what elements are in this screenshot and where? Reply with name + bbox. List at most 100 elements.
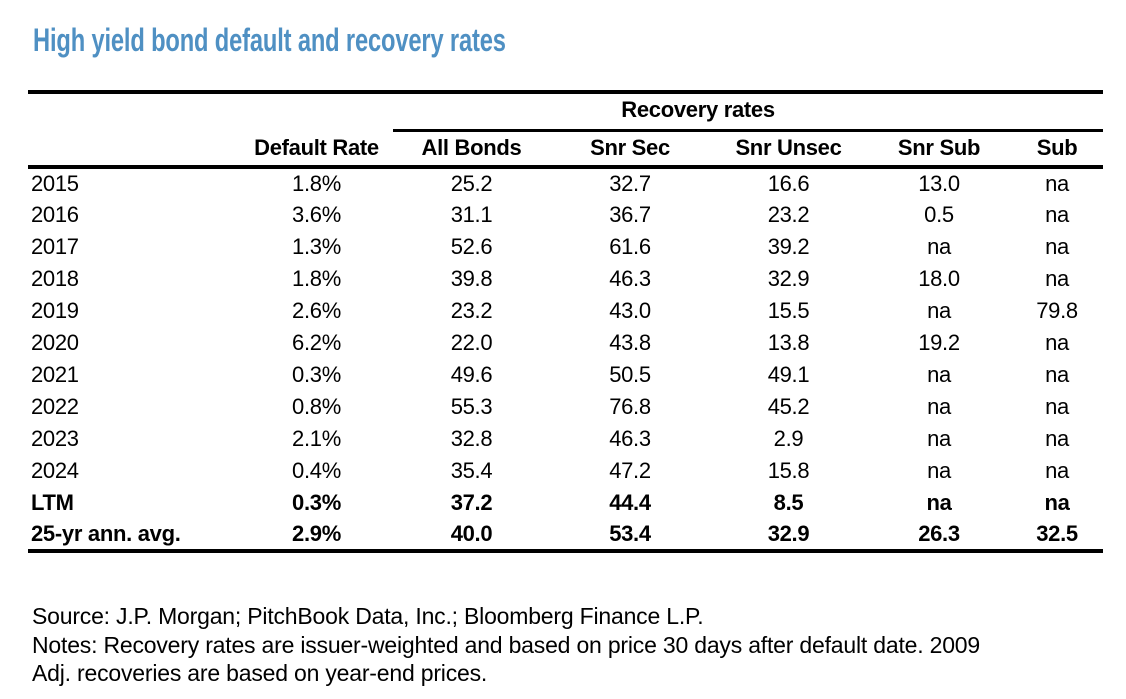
recovery-rates-group-header: Recovery rates [393, 92, 1104, 132]
value-cell: 35.4 [450, 458, 493, 483]
table-row: 2024 0.4% 35.4 47.2 15.8 na na [28, 455, 1103, 487]
value-cell: 2.9% [292, 521, 341, 546]
table-row: 25-yr ann. avg. 2.9% 40.0 53.4 32.9 26.3 32.5 [28, 519, 1103, 551]
value-cell: na [1045, 266, 1069, 291]
value-cell: 52.6 [450, 234, 493, 259]
value-cell: 36.7 [609, 202, 651, 227]
value-cell: 46.3 [609, 426, 651, 451]
value-cell: na [1045, 426, 1069, 451]
value-cell: 37.2 [450, 490, 493, 515]
table-row: 2021 0.3% 49.6 50.5 49.1 na na [28, 359, 1103, 391]
value-cell: 2.9 [773, 426, 804, 451]
value-cell: na [927, 394, 951, 419]
value-cell: 16.6 [767, 171, 810, 196]
value-cell: 26.3 [918, 521, 960, 546]
value-cell: 6.2% [292, 330, 341, 355]
value-cell: 3.6% [292, 202, 341, 227]
value-cell: 32.8 [450, 426, 493, 451]
table-row: 2018 1.8% 39.8 46.3 32.9 18.0 na [28, 263, 1103, 295]
value-cell: 31.1 [450, 202, 493, 227]
row-label: 2017 [31, 234, 79, 259]
value-cell: 44.4 [609, 490, 651, 515]
value-cell: 13.8 [767, 330, 810, 355]
table-row: 2015 1.8% 25.2 32.7 16.6 13.0 na [28, 167, 1103, 199]
value-cell: 79.8 [1036, 298, 1078, 323]
value-cell: 49.1 [767, 362, 810, 387]
row-label: LTM [31, 490, 74, 515]
value-cell: na [1045, 458, 1069, 483]
value-cell: 76.8 [609, 394, 651, 419]
value-cell: 47.2 [609, 458, 651, 483]
value-cell: na [1045, 171, 1069, 196]
value-cell: 0.3% [292, 362, 341, 387]
value-cell: 32.9 [767, 266, 810, 291]
value-cell: na [927, 458, 951, 483]
col-header-sub: Sub [1011, 130, 1104, 169]
footer-notes: Source: J.P. Morgan; PitchBook Data, Inc… [32, 602, 980, 688]
value-cell: 25.2 [450, 171, 493, 196]
table-row: 2023 2.1% 32.8 46.3 2.9 na na [28, 423, 1103, 455]
table-row: 2022 0.8% 55.3 76.8 45.2 na na [28, 391, 1103, 423]
value-cell: 32.7 [609, 171, 651, 196]
page-title: High yield bond default and recovery rat… [33, 22, 506, 58]
value-cell: 23.2 [450, 298, 493, 323]
row-label: 2019 [31, 298, 79, 323]
value-cell: na [1045, 362, 1069, 387]
row-label: 2015 [31, 171, 79, 196]
value-cell: 43.8 [609, 330, 651, 355]
value-cell: 55.3 [450, 394, 493, 419]
value-cell: 1.3% [292, 234, 341, 259]
col-header-default-rate: Default Rate [240, 130, 393, 169]
value-cell: na [1045, 202, 1069, 227]
value-cell: 53.4 [609, 521, 651, 546]
table-row: LTM 0.3% 37.2 44.4 8.5 na na [28, 487, 1103, 519]
row-label: 2023 [31, 426, 79, 451]
value-cell: 43.0 [609, 298, 651, 323]
value-cell: 45.2 [767, 394, 810, 419]
value-cell: na [1044, 490, 1070, 515]
value-cell: 22.0 [450, 330, 493, 355]
value-cell: 0.4% [292, 458, 341, 483]
row-label: 2018 [31, 266, 79, 291]
col-header-snr-sec: Snr Sec [550, 130, 710, 169]
row-label: 2021 [31, 362, 79, 387]
value-cell: 46.3 [609, 266, 651, 291]
value-cell: na [927, 298, 951, 323]
notes-line-1: Notes: Recovery rates are issuer-weighte… [32, 631, 980, 658]
col-header-snr-unsec: Snr Unsec [710, 130, 867, 169]
table-row: 2020 6.2% 22.0 43.8 13.8 19.2 na [28, 327, 1103, 359]
value-cell: 39.2 [767, 234, 810, 259]
row-label: 2020 [31, 330, 79, 355]
table-row: 2019 2.6% 23.2 43.0 15.5 na 79.8 [28, 295, 1103, 327]
value-cell: 1.8% [292, 171, 341, 196]
col-header-snr-sub: Snr Sub [867, 130, 1011, 169]
value-cell: 32.9 [767, 521, 810, 546]
value-cell: 2.6% [292, 298, 341, 323]
value-cell: 15.5 [767, 298, 810, 323]
value-cell: na [927, 234, 951, 259]
column-header-row: Default Rate All Bonds Snr Sec Snr Unsec… [28, 130, 1104, 169]
row-label: 2022 [31, 394, 79, 419]
value-cell: 40.0 [450, 521, 493, 546]
value-cell: 0.8% [292, 394, 341, 419]
value-cell: 13.0 [918, 171, 960, 196]
value-cell: na [1045, 234, 1069, 259]
table-body: 2015 1.8% 25.2 32.7 16.6 13.0 na 2016 3.6% 31.1 36… [28, 167, 1103, 551]
value-cell: 2.1% [292, 426, 341, 451]
row-label: 2024 [31, 458, 79, 483]
value-cell: 0.5 [924, 202, 954, 227]
value-cell: 39.8 [450, 266, 493, 291]
group-header-row: Recovery rates [28, 92, 1104, 132]
notes-line-2: Adj. recoveries are based on year-end pr… [32, 660, 488, 686]
row-label: 25-yr ann. avg. [31, 521, 181, 546]
value-cell: 32.5 [1036, 521, 1078, 546]
value-cell: 23.2 [767, 202, 810, 227]
value-cell: 19.2 [918, 330, 960, 355]
value-cell: na [1045, 394, 1069, 419]
table-row: 2016 3.6% 31.1 36.7 23.2 0.5 na [28, 199, 1103, 231]
value-cell: na [1045, 330, 1069, 355]
source-line: Source: J.P. Morgan; PitchBook Data, Inc… [32, 603, 704, 629]
col-header-all-bonds: All Bonds [393, 130, 550, 169]
value-cell: 18.0 [918, 266, 960, 291]
group-header-spacer [28, 92, 393, 130]
